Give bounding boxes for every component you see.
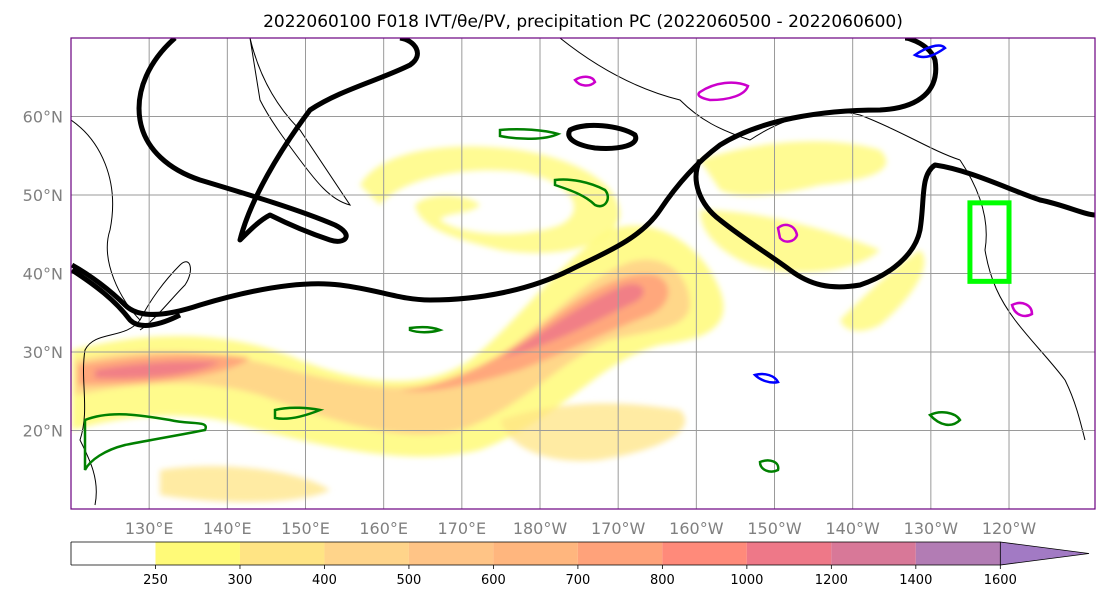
lat-tick-label-4: 60°N (23, 108, 63, 127)
colorbar-tick-label-0: 250 (143, 573, 168, 588)
colorbar-bin-1 (155, 542, 240, 565)
pv-contour-magenta-4 (573, 75, 597, 87)
lon-tick-label-3: 160°E (359, 519, 408, 538)
lat-tick-label-1: 30°N (23, 343, 63, 362)
pv-contour-magenta-1 (697, 81, 750, 102)
ivt-plume-east (700, 141, 925, 332)
lon-tick-label-7: 160°W (669, 519, 724, 538)
colorbar-bin-6 (577, 542, 663, 565)
lon-tick-label-8: 150°W (747, 519, 802, 538)
colorbar-bin-3 (324, 542, 409, 565)
lon-tick-label-1: 140°E (203, 519, 252, 538)
lon-tick-label-2: 150°E (281, 519, 330, 538)
pv-contour-magenta-2 (776, 223, 799, 243)
ivt-blob-south (160, 403, 686, 502)
coast-alaska (559, 38, 961, 161)
colorbar-tick-label-10: 1600 (984, 573, 1017, 588)
pv-contours (83, 44, 1034, 473)
chart-title: 2022060100 F018 IVT/θe/PV, precipitation… (263, 12, 903, 32)
pv-contour-green-2 (498, 127, 562, 140)
colorbar-bin-7 (662, 542, 747, 565)
pv-contour-blue-2 (912, 44, 947, 59)
coast-japan (139, 261, 191, 331)
colorbar-tick-label-3: 500 (397, 573, 422, 588)
colorbar-tick-label-2: 400 (312, 573, 337, 588)
ivt-ar-main-1000 (95, 283, 644, 379)
colorbar-bin-8 (746, 542, 832, 565)
ivt-shading (72, 141, 925, 502)
latitude-tick-labels: 20°N 30°N 40°N 50°N 60°N (23, 108, 63, 441)
colorbar-tick-label-1: 300 (228, 573, 253, 588)
pv-contour-green-5 (408, 325, 444, 334)
lat-tick-label-2: 40°N (23, 265, 63, 284)
colorbar-bin-9 (831, 542, 916, 565)
colorbar-bin-5 (493, 542, 578, 565)
colorbar-bin-10 (915, 542, 1001, 565)
lon-tick-label-5: 180°W (513, 519, 568, 538)
pv-contour-green-4 (273, 406, 325, 420)
lon-tick-label-0: 130°E (125, 519, 174, 538)
colorbar-bin-4 (408, 542, 494, 565)
pv-contour-green-3 (553, 178, 610, 208)
colorbar-tick-labels: 250 300 400 500 600 700 800 1000 1200 1400 1600 (143, 565, 1017, 588)
longitude-tick-labels: 130°E 140°E 150°E 160°E 170°E 180°W 170°W 160°W… (125, 519, 1037, 538)
colorbar-outline (70, 541, 1001, 566)
lon-tick-label-4: 170°E (438, 519, 487, 538)
colorbar-tick-label-4: 600 (481, 573, 506, 588)
precip-pc-box (967, 200, 1012, 284)
pv-contour-green-1 (83, 412, 208, 471)
pv-contour-blue-1 (752, 372, 780, 384)
colorbar-bin-11 (999, 541, 1090, 566)
map-frame (70, 37, 1096, 510)
map-panel (71, 38, 1095, 509)
ivt-ar-main-250 (72, 225, 724, 457)
coastlines (71, 38, 1086, 506)
pv-contour-green-7 (758, 459, 780, 473)
colorbar-tick-label-5: 700 (565, 573, 590, 588)
colorbar-bin-2 (239, 542, 325, 565)
lon-tick-label-9: 140°W (825, 519, 880, 538)
coast-kamchatka (249, 38, 352, 206)
coast-na-west (959, 159, 1086, 441)
lat-tick-label-0: 20°N (23, 422, 63, 441)
theta-e-contour-main (71, 38, 939, 317)
colorbar-tick-label-9: 1400 (899, 573, 932, 588)
colorbar-tick-label-7: 1000 (730, 573, 763, 588)
lon-tick-label-11: 120°W (982, 519, 1037, 538)
theta-e-contour-wnp (71, 267, 182, 328)
theta-e-contours (71, 38, 1095, 328)
pv-contour-green-6 (927, 411, 962, 427)
theta-e-contour-west-loop (136, 38, 420, 244)
coast-asia (71, 119, 141, 506)
lat-tick-label-3: 50°N (23, 186, 63, 205)
ivt-ar-main-700 (78, 274, 669, 392)
colorbar-bin-0 (71, 542, 156, 565)
lon-tick-label-10: 130°W (904, 519, 959, 538)
theta-e-contour-loop-small (566, 123, 639, 151)
colorbar-tick-label-6: 800 (650, 573, 675, 588)
lon-tick-label-6: 170°W (591, 519, 646, 538)
colorbar-tick-label-8: 1200 (815, 573, 848, 588)
theta-e-contour-gulf (693, 158, 1095, 290)
ivt-swirl-north (360, 146, 620, 254)
colorbar (70, 541, 1090, 566)
pv-contour-magenta-3 (1010, 301, 1034, 318)
